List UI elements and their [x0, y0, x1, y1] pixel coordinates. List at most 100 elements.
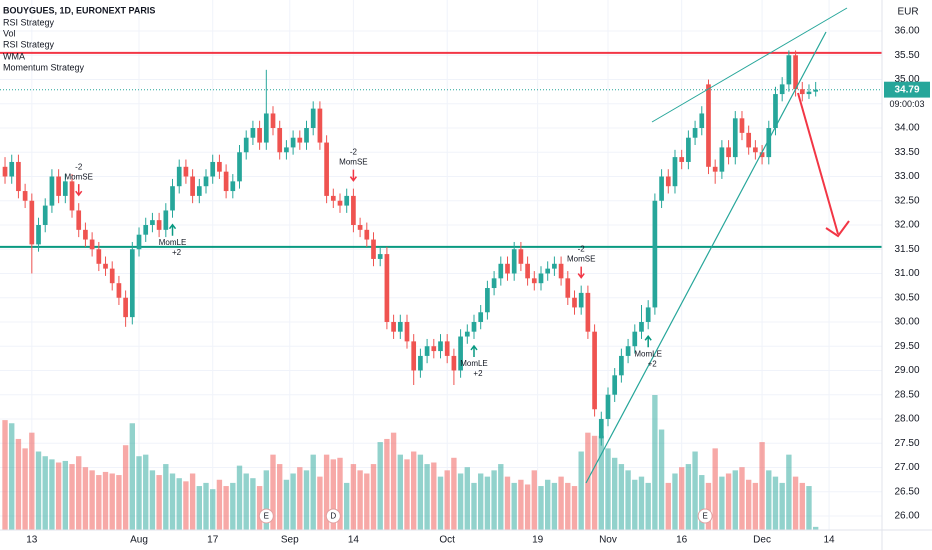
event-label: E — [264, 512, 269, 521]
candle-body — [284, 147, 289, 153]
trend-line — [585, 31, 827, 484]
levels — [0, 51, 882, 248]
x-tick-label: Nov — [599, 535, 617, 546]
volume-bar — [531, 470, 537, 530]
candle-body — [719, 147, 725, 172]
volume-bar — [176, 478, 182, 530]
volume-bar — [223, 486, 229, 530]
volume-bar — [712, 448, 718, 530]
chart-title: BOUYGUES, 1D, EURONEXT PARIS — [3, 5, 155, 15]
candle-body — [605, 394, 611, 419]
volume-bar — [491, 470, 497, 530]
y-tick-label: 28.00 — [894, 414, 919, 425]
candle-body — [552, 263, 557, 269]
countdown-box — [884, 97, 930, 112]
volume-bar — [364, 473, 370, 530]
candle-body — [9, 161, 15, 177]
candle-body — [505, 263, 510, 274]
candle-body — [183, 166, 189, 177]
volume-bar — [792, 476, 799, 530]
volume-bar — [625, 470, 631, 530]
candle-body — [230, 181, 236, 192]
y-tick-label: 26.00 — [894, 511, 919, 522]
volume-bar — [699, 475, 705, 530]
candle-body — [243, 137, 249, 153]
candle-body — [699, 113, 705, 129]
candle-body — [585, 292, 591, 332]
volume-bar — [310, 454, 316, 530]
candle-body — [485, 288, 490, 313]
volume-bar — [163, 464, 169, 530]
volume-bar — [384, 438, 390, 530]
candle-body — [103, 263, 108, 269]
volume-bar — [437, 476, 444, 530]
candle-body — [351, 195, 356, 225]
candle-body — [491, 278, 497, 289]
signal-label: MomLE — [634, 349, 662, 358]
volume-bar — [444, 470, 450, 530]
candle-body — [746, 132, 752, 148]
price-tag — [884, 81, 930, 98]
candle-body — [531, 278, 537, 284]
candle-body — [150, 220, 155, 225]
volume-bar — [759, 442, 765, 530]
candle-body — [545, 268, 551, 274]
candle-body — [56, 176, 61, 196]
volume-bar — [156, 475, 162, 530]
volume-bar — [598, 435, 604, 530]
volume-bar — [585, 432, 591, 530]
candle-body — [203, 176, 209, 187]
volume-bar — [605, 448, 611, 530]
candle-body — [337, 200, 343, 206]
candle-body — [156, 220, 162, 230]
candle-body — [76, 210, 82, 230]
candle-body — [297, 137, 303, 143]
volume-bar — [136, 456, 142, 530]
legend-entry: RSI Strategy — [3, 39, 55, 49]
volume-bar — [283, 479, 290, 530]
volume-bar — [377, 442, 383, 530]
volume-bar — [538, 486, 544, 530]
signal-qty: -2 — [578, 245, 586, 254]
candle-body — [170, 186, 175, 211]
signals: -2MomSEMomLE+2-2MomSEMomLE+2-2MomSEMomLE… — [64, 148, 661, 378]
candle-body — [619, 355, 624, 376]
candle-body — [706, 84, 711, 167]
volume-bar — [451, 457, 457, 530]
candle-body — [418, 355, 423, 371]
volume-bar — [772, 476, 779, 530]
y-tick-label: 26.50 — [894, 486, 919, 497]
volume-bar — [230, 482, 236, 530]
volume-bar — [766, 470, 772, 530]
candle-body — [391, 321, 396, 332]
volume-bar — [129, 423, 135, 530]
candle-body — [471, 321, 477, 332]
volume-bar — [216, 479, 223, 530]
volume-bar — [96, 475, 102, 530]
volume-bar — [76, 456, 82, 530]
candle-body — [310, 108, 316, 129]
candle-body — [438, 341, 443, 352]
candle-body — [458, 336, 463, 371]
volume-bar — [719, 476, 725, 530]
legend-entry: Momentum Strategy — [3, 62, 85, 72]
volume-bar — [545, 479, 551, 530]
candle-body — [598, 418, 604, 439]
candle-body — [464, 331, 470, 337]
volume-bar — [652, 395, 658, 530]
signal-qty: -2 — [75, 162, 83, 171]
volume-bar — [457, 473, 464, 530]
signal-arrow — [168, 223, 177, 236]
volume-bar — [2, 420, 8, 530]
volume-bar — [752, 482, 759, 530]
volume-bar — [243, 473, 249, 530]
y-tick-label: 35.50 — [894, 50, 919, 61]
candle-body — [163, 210, 169, 230]
candle-body — [538, 273, 544, 284]
volume-bar — [685, 464, 692, 530]
candle-body — [773, 94, 778, 129]
candle-body — [62, 181, 68, 196]
volume-bar — [270, 454, 276, 530]
legend-entry: RSI Strategy — [3, 17, 55, 27]
candle-body — [344, 195, 350, 206]
